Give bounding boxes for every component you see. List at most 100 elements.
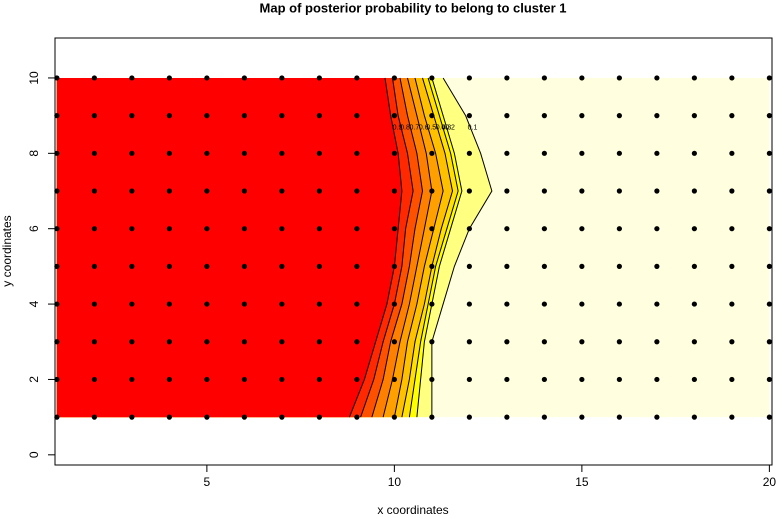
point xyxy=(54,113,60,119)
point xyxy=(241,75,247,81)
point xyxy=(579,75,585,81)
point xyxy=(91,339,97,345)
point xyxy=(504,226,510,232)
point xyxy=(129,188,135,194)
point xyxy=(466,75,472,81)
point xyxy=(241,301,247,307)
point xyxy=(391,414,397,420)
point xyxy=(654,113,660,119)
point xyxy=(316,75,322,81)
contour-line xyxy=(393,77,444,418)
point xyxy=(504,150,510,156)
point xyxy=(504,301,510,307)
point xyxy=(129,226,135,232)
point xyxy=(616,376,622,383)
point xyxy=(54,301,60,307)
point xyxy=(579,150,585,156)
point xyxy=(729,188,735,194)
point xyxy=(504,188,510,194)
point xyxy=(391,150,397,156)
point xyxy=(354,226,360,232)
contour-label: 0.5 xyxy=(426,124,436,131)
point xyxy=(279,301,285,307)
point xyxy=(204,301,210,307)
point xyxy=(241,226,247,232)
point xyxy=(766,301,772,307)
point xyxy=(504,113,510,119)
point xyxy=(241,414,247,420)
point xyxy=(466,339,472,345)
point xyxy=(729,376,735,383)
point xyxy=(354,414,360,420)
point xyxy=(729,75,735,81)
point xyxy=(166,301,172,307)
point xyxy=(579,188,585,194)
point xyxy=(54,226,60,232)
point xyxy=(541,226,547,232)
point xyxy=(691,75,697,81)
point xyxy=(54,414,60,420)
point xyxy=(241,339,247,345)
point xyxy=(691,263,697,269)
point xyxy=(241,263,247,269)
point xyxy=(654,150,660,156)
point xyxy=(91,226,97,232)
point xyxy=(129,376,135,383)
point xyxy=(204,339,210,345)
point xyxy=(691,113,697,119)
point xyxy=(504,339,510,345)
point xyxy=(766,226,772,232)
point xyxy=(691,414,697,420)
point xyxy=(91,414,97,420)
point xyxy=(166,188,172,194)
point xyxy=(204,188,210,194)
point xyxy=(354,263,360,269)
point xyxy=(391,75,397,81)
point xyxy=(316,226,322,232)
y-tick-label: 8 xyxy=(27,150,41,157)
point xyxy=(579,113,585,119)
contour-label: 0.6 xyxy=(419,124,429,131)
point xyxy=(279,113,285,119)
point xyxy=(541,188,547,194)
contour-line xyxy=(348,77,403,418)
point xyxy=(766,75,772,81)
point xyxy=(391,301,397,307)
point xyxy=(691,150,697,156)
contour-line xyxy=(408,77,459,418)
point xyxy=(654,263,660,269)
contour-label: 0.7 xyxy=(410,124,420,131)
contour-line xyxy=(382,77,433,418)
x-tick-label: 10 xyxy=(388,475,402,489)
point xyxy=(166,376,172,383)
point xyxy=(166,414,172,420)
point xyxy=(729,263,735,269)
point xyxy=(204,376,210,383)
point xyxy=(579,263,585,269)
point xyxy=(354,188,360,194)
point xyxy=(579,226,585,232)
point xyxy=(91,263,97,269)
point xyxy=(691,188,697,194)
point xyxy=(129,75,135,81)
point xyxy=(654,301,660,307)
point xyxy=(766,113,772,119)
point xyxy=(691,339,697,345)
point xyxy=(616,226,622,232)
point xyxy=(429,150,435,156)
contour-line xyxy=(360,77,414,418)
point xyxy=(166,339,172,345)
point xyxy=(166,150,172,156)
point xyxy=(316,113,322,119)
x-tick-label: 20 xyxy=(763,475,776,489)
point xyxy=(429,376,435,383)
contour-line xyxy=(401,77,454,418)
point xyxy=(429,301,435,307)
point xyxy=(466,226,472,232)
point xyxy=(616,150,622,156)
contour-label: 0.1 xyxy=(468,124,478,131)
point xyxy=(729,226,735,232)
point xyxy=(766,263,772,269)
point xyxy=(391,188,397,194)
x-tick-label: 15 xyxy=(575,475,589,489)
